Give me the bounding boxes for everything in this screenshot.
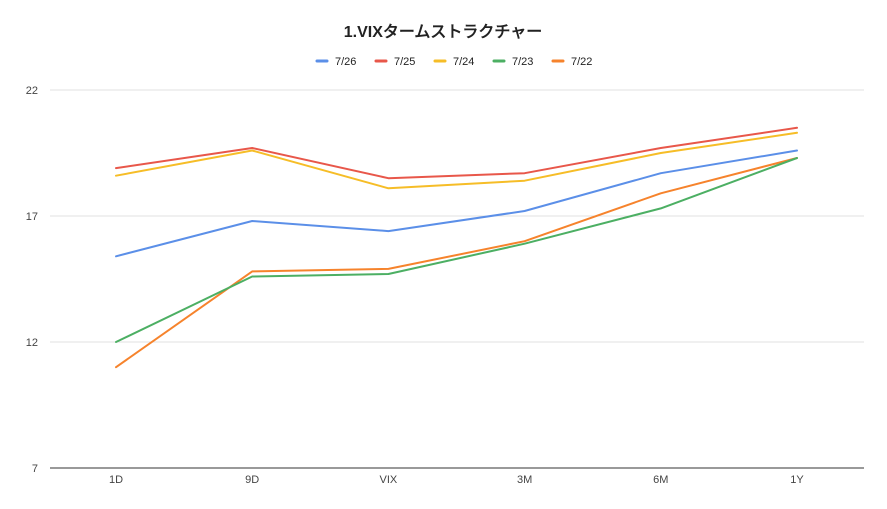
series-line-7-23: [115, 157, 798, 343]
legend-item: 7/26: [315, 56, 356, 68]
y-axis: 7 12 17 22: [26, 85, 38, 475]
legend-label: 7/22: [571, 56, 592, 68]
legend-item: 7/25: [374, 56, 415, 68]
y-tick-label: 22: [26, 85, 38, 97]
series-line-7-24: [115, 131, 798, 190]
legend-label: 7/26: [335, 56, 356, 68]
series-line-7-22: [115, 157, 798, 369]
chart-title: 1.VIXタームストラクチャー: [344, 23, 543, 41]
series-line-7-25: [115, 126, 798, 180]
chart-gridlines: [50, 89, 864, 469]
y-tick-label: 7: [32, 463, 38, 475]
x-tick-label: VIX: [380, 474, 398, 486]
x-tick-label: 3M: [517, 474, 532, 486]
series-line-7-26: [115, 149, 798, 258]
x-tick-label: 9D: [245, 474, 259, 486]
x-tick-label: 6M: [653, 474, 668, 486]
legend-item: 7/22: [551, 56, 592, 68]
legend-label: 7/25: [394, 56, 415, 68]
legend-item: 7/23: [492, 56, 533, 68]
y-tick-label: 12: [26, 337, 38, 349]
legend-item: 7/24: [433, 56, 474, 68]
chart-legend: 7/26 7/25 7/24 7/23 7/22: [315, 56, 592, 68]
legend-label: 7/24: [453, 56, 474, 68]
x-tick-label: 1D: [109, 474, 123, 486]
x-tick-label: 1Y: [790, 474, 804, 486]
x-axis: 1D 9D VIX 3M 6M 1Y: [109, 474, 804, 486]
y-tick-label: 17: [26, 211, 38, 223]
legend-label: 7/23: [512, 56, 533, 68]
chart-series: [115, 126, 798, 369]
